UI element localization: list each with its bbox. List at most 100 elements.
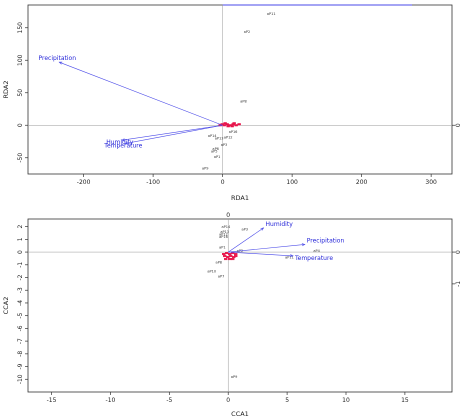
- biplot-arrow-precipitation: Precipitation: [228, 237, 345, 253]
- arrow-label: Temperature: [103, 142, 142, 149]
- biplot-arrow-precipitation: Precipitation: [39, 55, 223, 126]
- y-tick-label: -10: [17, 374, 24, 384]
- biplot-arrow-temperature: Temperature: [228, 251, 333, 262]
- site-point-label: aP16: [229, 130, 238, 134]
- y-tick-label: -8: [17, 351, 24, 357]
- site-point-label: aP13: [215, 137, 224, 141]
- y-tick-label: -3: [17, 287, 24, 293]
- arrow-label: Humidity: [266, 221, 294, 228]
- site-point-label: aP16: [219, 235, 228, 239]
- arrow-label: Precipitation: [39, 55, 77, 62]
- y-tick-label: -7: [17, 338, 24, 344]
- site-point-label: aP13: [220, 230, 229, 234]
- right-axis-label: -1: [455, 281, 462, 287]
- origin-cloud-mark: [231, 258, 235, 261]
- arrow-line: [125, 124, 223, 144]
- site-point-label: aP3: [241, 227, 247, 231]
- y-tick-label: 0: [17, 250, 24, 254]
- origin-cloud-mark: [223, 255, 227, 258]
- origin-cloud-mark: [234, 124, 238, 127]
- arrow-line: [121, 124, 223, 141]
- origin-cloud-mark: [226, 125, 230, 128]
- arrow-line: [228, 251, 294, 257]
- site-point-label: aP9: [202, 166, 208, 170]
- biplot-arrow-humidity: Humidity: [106, 124, 223, 146]
- origin-cloud: [218, 122, 241, 128]
- arrow-head: [290, 254, 294, 258]
- y-tick-label: -50: [17, 153, 24, 163]
- origin-cloud-mark: [226, 256, 230, 259]
- x-tick-label: 0: [221, 179, 225, 186]
- site-point-label: aP11: [285, 255, 294, 259]
- origin-cloud-mark: [224, 258, 228, 261]
- site-point-label: aP11: [267, 12, 276, 16]
- origin-cloud-mark: [228, 258, 232, 261]
- x-axis-label: CCA1: [231, 410, 249, 418]
- biplot-arrow-temperature: Temperature: [103, 124, 223, 149]
- x-tick-label: -10: [106, 397, 116, 404]
- origin-cloud-mark: [234, 253, 238, 256]
- origin-cloud-mark: [237, 123, 241, 126]
- top-axis-label: 0: [226, 212, 230, 219]
- x-tick-label: 5: [285, 397, 289, 404]
- y-tick-label: -1: [17, 262, 24, 268]
- site-point-label: aP10: [207, 269, 216, 273]
- arrow-line: [228, 244, 305, 253]
- site-point-label: aP6: [212, 147, 218, 151]
- origin-cloud-mark: [230, 125, 234, 128]
- y-tick-label: -5: [17, 313, 24, 319]
- y-axis-label: RDA2: [2, 81, 10, 99]
- site-point-label: aP3: [221, 143, 227, 147]
- plot-cca: -15 -10 -5 0 5 10 15-10-9-8-7-6-5-4-3-2-10120-…: [2, 212, 462, 418]
- site-point-label: aP9: [231, 375, 237, 379]
- site-point-label: aP7: [218, 275, 224, 279]
- plot-rda: -200 -100 0 100 200 300 -50 0 50 100 150 0 RDA1 RDA2 a…: [2, 4, 462, 202]
- y-tick-label: -2: [17, 274, 24, 280]
- site-point-label: aP5: [211, 150, 217, 154]
- site-point-label: aP4: [313, 249, 320, 253]
- arrow-head: [124, 141, 129, 145]
- origin-cloud-mark: [229, 255, 233, 258]
- site-point-label: aP2: [244, 30, 250, 34]
- x-tick-label: 100: [286, 179, 298, 186]
- biplot-arrow-humidity: Humidity: [228, 221, 294, 253]
- x-tick-label: 15: [401, 397, 409, 404]
- origin-cloud-mark: [225, 252, 229, 255]
- y-tick-label: -6: [17, 325, 24, 331]
- origin-cloud-mark: [232, 122, 236, 125]
- x-tick-label: 10: [342, 397, 350, 404]
- y-tick-label: 100: [17, 54, 24, 66]
- origin-cloud-mark: [223, 122, 227, 125]
- x-tick-label: -100: [146, 179, 160, 186]
- arrow-line: [228, 227, 264, 253]
- arrow-line: [59, 61, 223, 126]
- arrow-label: Precipitation: [307, 237, 345, 244]
- arrow-label: Humidity: [106, 139, 134, 146]
- x-tick-label: -5: [166, 397, 172, 404]
- origin-cloud-mark: [234, 255, 238, 258]
- y-tick-label: 0: [17, 123, 24, 127]
- site-point-label: aP8: [216, 261, 222, 265]
- x-tick-label: -15: [47, 397, 57, 404]
- x-tick-label: -200: [77, 179, 91, 186]
- site-point-label: aP1: [219, 245, 225, 249]
- origin-cloud: [222, 252, 238, 261]
- arrow-head: [121, 138, 125, 142]
- y-tick-label: 1: [17, 237, 24, 241]
- x-axis-label: RDA1: [231, 194, 249, 202]
- origin-cloud-mark: [222, 253, 226, 256]
- origin-cloud-mark: [228, 253, 232, 256]
- y-tick-label: 150: [17, 22, 24, 34]
- arrow-head: [260, 227, 265, 231]
- origin-cloud-mark: [222, 124, 226, 127]
- site-point-label: aP14: [208, 134, 217, 138]
- x-tick-label: 300: [425, 179, 437, 186]
- site-point-label: aP1: [214, 155, 220, 159]
- y-axis-label: CCA2: [2, 297, 10, 315]
- arrow-head: [58, 61, 63, 65]
- right-axis-label: 0: [455, 250, 462, 254]
- y-tick-label: -4: [17, 300, 24, 306]
- site-point-label: aP14: [222, 225, 231, 229]
